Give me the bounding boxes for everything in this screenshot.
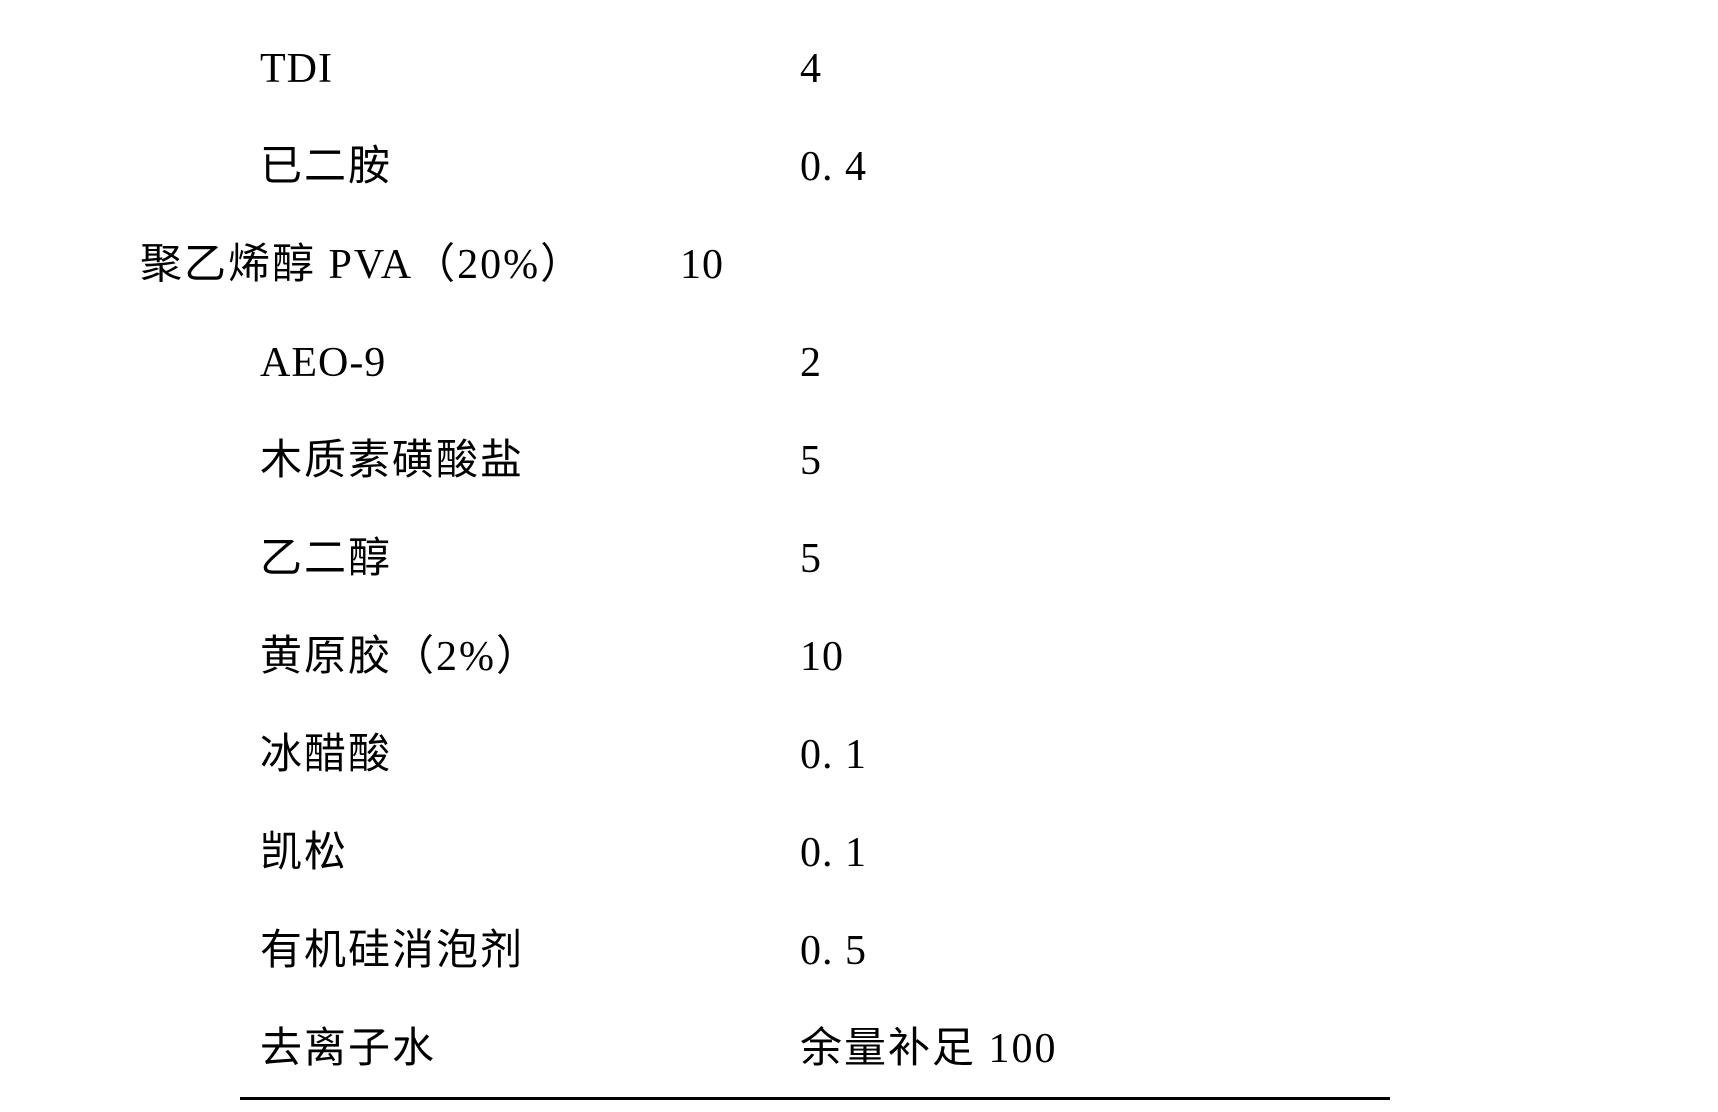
table-row: TDI 4 [140,20,1340,118]
ingredient-value: 4 [800,20,822,118]
ingredient-label: 有机硅消泡剂 [140,902,800,1000]
table-row: 凯松 0. 1 [140,804,1340,902]
ingredient-value: 10 [680,216,724,314]
ingredient-value: 0. 4 [800,118,867,216]
table-row: 有机硅消泡剂 0. 5 [140,902,1340,1000]
table-row: 黄原胶（2%） 10 [140,608,1340,706]
ingredient-value: 2 [800,314,822,412]
ingredient-label: 已二胺 [140,118,800,216]
table-row: 木质素磺酸盐 5 [140,412,1340,510]
ingredient-value: 0. 1 [800,706,867,804]
ingredient-label: 乙二醇 [140,510,800,608]
table-row: 乙二醇 5 [140,510,1340,608]
ingredient-label: 聚乙烯醇 PVA（20%） [140,216,680,314]
ingredient-label: 冰醋酸 [140,706,800,804]
ingredient-value: 10 [800,608,844,706]
ingredient-label: 凯松 [140,804,800,902]
ingredient-label: 去离子水 [140,1000,800,1098]
table-bottom-rule [240,1097,1390,1100]
ingredient-label: 黄原胶（2%） [140,608,800,706]
ingredient-label: TDI [140,20,800,118]
ingredient-value: 0. 5 [800,902,867,1000]
ingredient-value: 余量补足 100 [800,1000,1058,1098]
ingredient-value: 5 [800,510,822,608]
ingredient-value: 5 [800,412,822,510]
ingredient-table: TDI 4 已二胺 0. 4 聚乙烯醇 PVA（20%） 10 AEO-9 2 … [140,20,1340,1098]
table-row: 冰醋酸 0. 1 [140,706,1340,804]
table-row: AEO-9 2 [140,314,1340,412]
ingredient-value: 0. 1 [800,804,867,902]
table-row: 去离子水 余量补足 100 [140,1000,1340,1098]
ingredient-label: AEO-9 [140,314,800,412]
table-row: 聚乙烯醇 PVA（20%） 10 [140,216,1340,314]
table-row: 已二胺 0. 4 [140,118,1340,216]
ingredient-label: 木质素磺酸盐 [140,412,800,510]
